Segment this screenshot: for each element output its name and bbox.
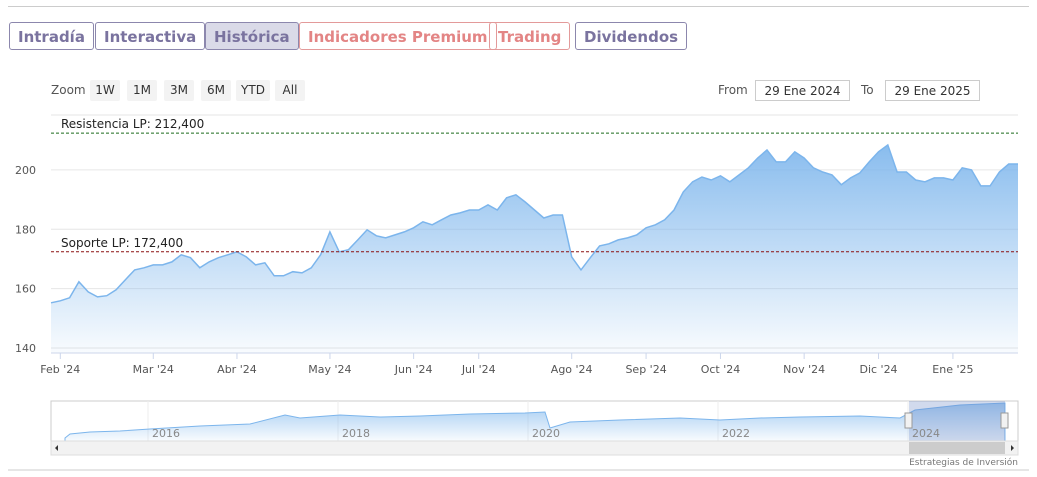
zoom-button[interactable]: 1W xyxy=(90,80,120,101)
navigator-label: 2020 xyxy=(532,427,560,440)
to-input[interactable]: 29 Ene 2025 xyxy=(885,80,980,101)
tab[interactable]: Interactiva xyxy=(95,22,206,50)
area-fill xyxy=(51,145,1018,353)
x-tick-label: Abr '24 xyxy=(217,363,257,376)
x-tick-label: Ago '24 xyxy=(551,363,593,376)
navigator-handle[interactable] xyxy=(1000,412,1009,429)
plot-line-label: Soporte LP: 172,400 xyxy=(61,236,183,250)
navigator-series xyxy=(64,402,1006,442)
zoom-button[interactable]: 1M xyxy=(127,80,157,101)
navigator xyxy=(50,400,1019,456)
y-tick-label: 140 xyxy=(15,342,36,355)
top-rule xyxy=(8,6,1029,7)
zoom-button[interactable]: All xyxy=(275,80,305,101)
credits: Estrategias de Inversión xyxy=(909,457,1018,468)
x-tick-label: Nov '24 xyxy=(783,363,825,376)
plot: 140 160 180 200 Feb '24 Mar '24 Abr '24 May '24… xyxy=(15,117,1018,376)
navigator-window[interactable] xyxy=(909,401,1005,441)
y-tick-label: 160 xyxy=(15,283,36,296)
plot-line-label: Resistencia LP: 212,400 xyxy=(61,117,204,131)
x-tick-label: Mar '24 xyxy=(133,363,174,376)
zoom-label: Zoom xyxy=(51,83,86,97)
x-tick-label: May '24 xyxy=(308,363,351,376)
scrollbar-thumb[interactable] xyxy=(909,442,1005,454)
tab[interactable]: Histórica xyxy=(205,22,299,50)
x-tick-label: Feb '24 xyxy=(40,363,80,376)
scrollbar[interactable] xyxy=(50,440,1019,456)
navigator-label: 2016 xyxy=(152,427,180,440)
x-tick-label: Jul '24 xyxy=(461,363,496,376)
to-label: To xyxy=(861,83,874,97)
tab[interactable]: Indicadores Premium xyxy=(299,22,497,50)
x-tick-label: Sep '24 xyxy=(625,363,666,376)
zoom-button[interactable]: 6M xyxy=(201,80,231,101)
navigator-label: 2022 xyxy=(722,427,750,440)
y-tick-label: 200 xyxy=(15,164,36,177)
area-line xyxy=(50,143,1018,304)
navigator-label: 2018 xyxy=(342,427,370,440)
tab[interactable]: Intradía xyxy=(9,22,94,50)
navigator-handle[interactable] xyxy=(904,412,913,429)
x-tick-label: Jun '24 xyxy=(394,363,433,376)
tab[interactable]: Trading xyxy=(489,22,571,50)
x-tick-label: Dic '24 xyxy=(859,363,897,376)
x-tick-label: Ene '25 xyxy=(932,363,973,376)
navigator-label: 2024 xyxy=(912,427,940,440)
zoom-button[interactable]: 3M xyxy=(164,80,194,101)
x-tick-label: Oct '24 xyxy=(701,363,741,376)
y-tick-label: 180 xyxy=(15,223,36,236)
from-input[interactable]: 29 Ene 2024 xyxy=(755,80,850,101)
zoom-button[interactable]: YTD xyxy=(236,80,270,101)
from-label: From xyxy=(718,83,748,97)
tab[interactable]: Dividendos xyxy=(575,22,688,50)
